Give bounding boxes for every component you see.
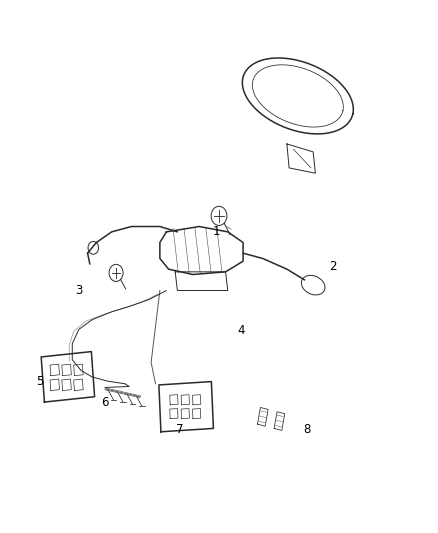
Text: 4: 4 bbox=[237, 324, 245, 337]
Text: 3: 3 bbox=[75, 284, 82, 297]
Text: 2: 2 bbox=[329, 260, 337, 273]
Text: 6: 6 bbox=[101, 396, 109, 409]
Text: 7: 7 bbox=[176, 423, 184, 435]
Text: 8: 8 bbox=[303, 423, 310, 435]
Text: 1: 1 bbox=[213, 225, 221, 238]
Text: 5: 5 bbox=[36, 375, 43, 387]
